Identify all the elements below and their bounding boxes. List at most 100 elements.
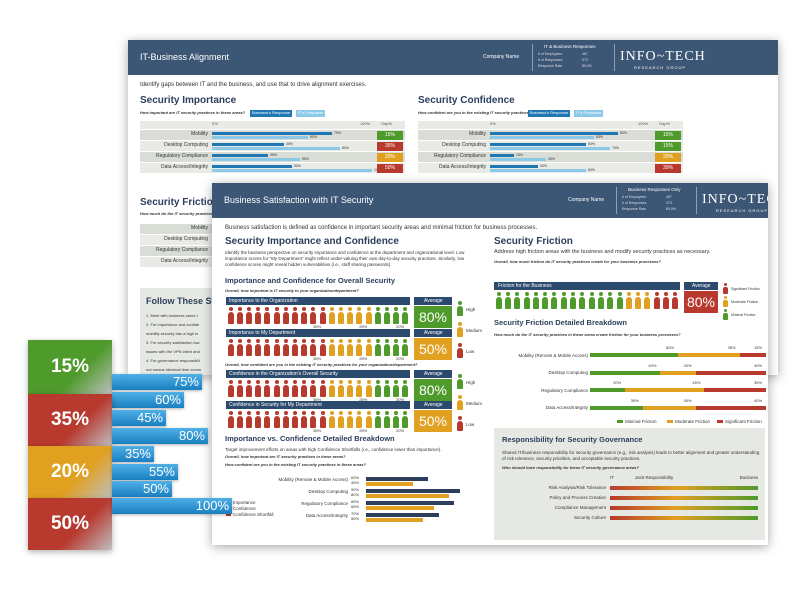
person-head [247,411,251,415]
row-label: Mobility [191,131,208,137]
gap-square: 20% [28,446,112,498]
stat-label: # of Responses [622,201,647,205]
bar [490,168,586,172]
legend-head [724,296,727,299]
segment-label: 55% [313,428,322,433]
question: How important are IT security practices … [140,110,246,115]
value-label: 80% [351,492,360,497]
person-body [356,344,363,356]
row-label: Friction for the Business [498,282,552,289]
value-label: 60% [588,141,596,146]
table-row [418,130,683,140]
section-heading: Security Friction [140,197,219,208]
person-body [255,385,262,397]
legend-label: High [466,307,476,312]
bar [212,146,340,150]
scale-label: Joint Responsibility [634,475,674,480]
legend-label: Moderate Friction [731,300,759,304]
person-body [264,312,271,324]
company-name: Company Name [568,197,605,203]
value-label: 85% [351,499,360,504]
divider [614,44,615,71]
legend-label: Low [466,349,475,354]
person-head [274,380,279,384]
bar [490,164,538,168]
icon-group [373,411,410,428]
person-body [383,312,390,324]
scale-row [418,121,683,129]
person-head [311,380,316,384]
table-row [140,130,405,140]
average-box: 80% [414,379,452,401]
legend-item: IT's Response [574,110,604,117]
bar [366,517,424,522]
person-body [347,312,354,324]
person-head [366,411,371,415]
person-body [374,416,381,428]
person-body [282,344,289,356]
person-body [328,385,335,397]
person-head [274,339,279,343]
person-body [282,312,289,324]
value-label: 55% [302,156,310,161]
person-head [608,292,613,296]
average-label: Average [424,401,443,408]
person-body [365,344,372,356]
company-name: Company Name [483,54,520,60]
bar-segment [695,370,766,375]
segment-label: 20% [396,324,405,329]
value-label: 65% [596,134,604,139]
person-head [237,380,242,384]
person-head [375,411,380,415]
bar [366,476,429,481]
value-label: 75% [334,130,342,135]
person-head [302,339,307,343]
value-label: 15% [516,152,524,157]
person-body [402,416,409,428]
person-body [402,312,409,324]
person-body [374,385,381,397]
logo: INFO~TECH [702,192,768,207]
bar-segment [704,388,766,392]
person-body [365,416,372,428]
person-head [265,339,270,343]
person-body [374,312,381,324]
row-label: Mobility (Remote & Mobile Access) [278,477,348,482]
person-head [247,307,251,311]
step-text: issues with the VPN client and [146,349,200,354]
bar-segment [660,370,696,375]
person-head [571,292,576,296]
row-label: Policy and Process Creation [549,495,606,500]
ribbon-label: 55% [148,464,175,479]
table-row [140,163,405,173]
person-body [264,385,271,397]
person-head [384,380,389,384]
person-head [293,380,297,384]
person-body [301,312,308,324]
value-label: 90% [351,487,360,492]
value-label: 80% [620,130,628,135]
person-head [598,292,603,296]
person-head [338,411,343,415]
person-body [292,312,298,324]
person-head [348,307,353,311]
logo-sub: RESEARCH GROUP [716,208,768,213]
person-body [236,344,243,356]
person-body [365,312,372,324]
person-body [653,297,660,309]
person-body [328,312,335,324]
person-body [523,297,530,309]
person-head [329,380,334,384]
value-label: 45% [351,480,360,485]
legend-body [457,306,463,316]
legend-label: Importance [233,499,256,505]
person-body [356,312,363,324]
scale-label: 0% [212,121,218,126]
segment-label: 55% [313,356,322,361]
person-head [589,292,594,296]
person-body [246,312,252,324]
bar [490,131,618,135]
person-body [560,297,567,309]
stat-value: 467 [582,52,588,56]
